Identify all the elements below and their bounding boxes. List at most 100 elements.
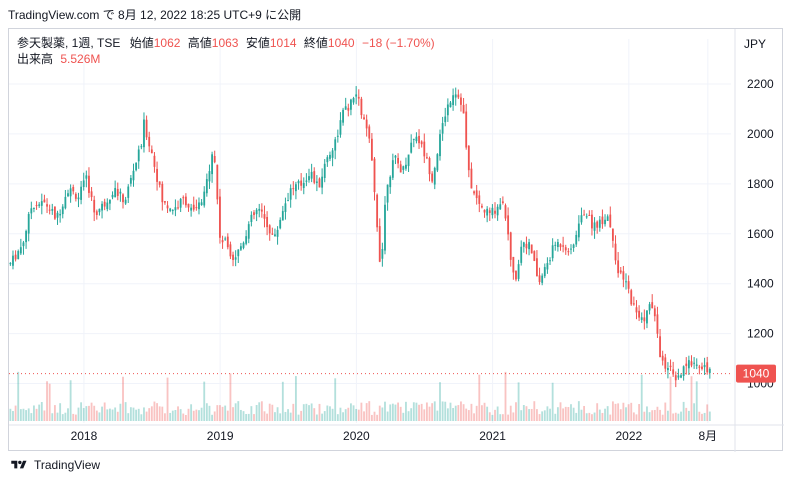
candle-body [216, 164, 219, 200]
volume-bar [685, 407, 688, 421]
candle-body [169, 208, 172, 211]
volume-bar [391, 403, 394, 421]
candle-body [638, 310, 641, 318]
volume-bar [480, 405, 483, 421]
volume-bar [229, 373, 232, 421]
volume-bar [161, 406, 164, 421]
candle-body [135, 162, 138, 171]
candle-body [88, 175, 90, 193]
volume-bar [198, 410, 200, 421]
volume-bar [501, 414, 504, 421]
volume-bar [701, 413, 703, 421]
volume-bar [567, 407, 570, 421]
candle-body [439, 134, 441, 157]
volume-bar [619, 409, 622, 421]
candle-body [460, 97, 462, 105]
volume-bar [363, 411, 365, 421]
volume-bar [200, 407, 203, 421]
volume-bar [46, 381, 48, 421]
open-value: 1062 [153, 36, 181, 50]
volume-bar [51, 413, 54, 421]
volume-bar [467, 410, 470, 421]
candle-body [48, 209, 51, 211]
candle-body [297, 181, 300, 184]
volume-bar [577, 401, 580, 421]
open-label: 始値 [129, 36, 154, 50]
volume-bar [703, 412, 706, 421]
volume-bar [512, 412, 515, 421]
candle-body [22, 242, 25, 247]
candle-body [77, 197, 80, 200]
candle-body [108, 199, 111, 204]
candle-body [488, 210, 491, 213]
candle-body [559, 244, 562, 248]
volume-bar [59, 403, 62, 421]
chart-panel[interactable]: 1000 1200 1400 1600 1800 2000 2200 2018 2019 2020… [8, 28, 784, 452]
volume-bar [213, 411, 216, 421]
candle-body [703, 364, 706, 368]
volume-bar [661, 414, 664, 421]
candle-body [211, 154, 213, 175]
candle-body [101, 203, 103, 211]
candle-body [646, 310, 648, 324]
volume-bar [9, 408, 12, 421]
volume-bar [14, 405, 17, 421]
volume-bar [596, 403, 599, 421]
volume-bar [680, 411, 682, 421]
candle-body [412, 138, 415, 140]
volume-bar [127, 413, 130, 421]
volume-bar [627, 404, 630, 421]
candle-body [549, 260, 551, 262]
candle-body [402, 166, 405, 170]
candle-body [425, 157, 428, 159]
candle-body [536, 258, 538, 277]
candle-body [431, 173, 434, 182]
candle-body [543, 267, 546, 277]
candle-body [622, 271, 625, 280]
volume-bar [318, 403, 321, 421]
candle-body [271, 233, 274, 235]
candle-body [698, 366, 701, 368]
volume-bar [274, 412, 276, 421]
volume-bar [491, 414, 494, 421]
volume-bar [336, 414, 339, 421]
candle-body [680, 375, 682, 378]
candle-body [515, 270, 517, 280]
volume-bar [122, 376, 124, 421]
volume-bar [48, 383, 51, 421]
volume-bar [247, 413, 250, 421]
candle-body [232, 254, 234, 261]
volume-layer [9, 371, 711, 421]
volume-bar [279, 413, 282, 421]
volume-bar [614, 403, 617, 421]
candle-body [90, 191, 93, 198]
candle-body [93, 199, 96, 213]
volume-bar [441, 401, 444, 421]
candle-body [428, 158, 431, 175]
volume-bar [331, 408, 334, 421]
candle-body [611, 228, 614, 241]
volume-bar [454, 405, 457, 421]
y-tick-label: 2200 [747, 77, 774, 91]
volume-bar [27, 408, 30, 421]
volume-bar [656, 406, 659, 421]
footer-brand[interactable]: TradingView [10, 458, 100, 472]
candle-body [452, 95, 455, 106]
volume-bar [533, 401, 536, 421]
candle-body [289, 188, 292, 200]
candle-body [171, 210, 174, 212]
candle-body [106, 202, 109, 210]
volume-bar [315, 414, 318, 421]
candle-body [457, 94, 460, 98]
candle-body [441, 123, 444, 134]
symbol-label[interactable]: 参天製薬, 1週, TSE [17, 36, 121, 50]
candle-body [300, 180, 303, 186]
volume-bar [237, 401, 240, 421]
volume-bar [268, 403, 271, 421]
candle-body [245, 236, 248, 244]
candle-body [381, 249, 384, 259]
volume-bar [221, 406, 224, 421]
volume-bar [177, 406, 179, 421]
candle-body [635, 307, 638, 313]
